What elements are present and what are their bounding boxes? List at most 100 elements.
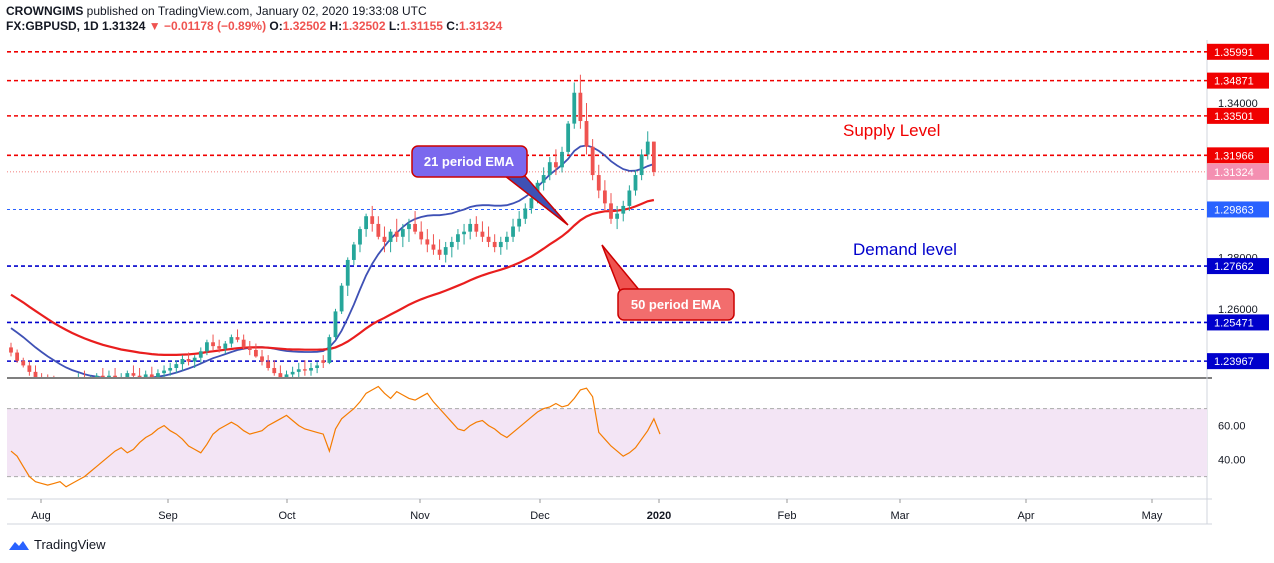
candle[interactable] <box>186 352 191 366</box>
candle[interactable] <box>156 369 160 382</box>
candle[interactable] <box>413 211 417 235</box>
candle[interactable] <box>333 308 338 340</box>
candle[interactable] <box>492 234 497 253</box>
candle[interactable] <box>9 342 13 357</box>
candle[interactable] <box>162 365 166 378</box>
candle[interactable] <box>590 139 595 181</box>
candle[interactable] <box>192 355 197 368</box>
candle[interactable] <box>651 141 656 177</box>
candle[interactable] <box>174 360 179 374</box>
candle[interactable] <box>149 366 154 380</box>
candle[interactable] <box>382 226 387 253</box>
candle[interactable] <box>633 169 638 196</box>
candle[interactable] <box>100 367 105 381</box>
candle[interactable] <box>584 103 589 155</box>
candle[interactable] <box>27 361 32 376</box>
price-plot-area[interactable] <box>7 51 1207 394</box>
candle[interactable] <box>602 180 607 212</box>
candle[interactable] <box>247 340 252 356</box>
candle[interactable] <box>419 221 424 245</box>
candle[interactable] <box>358 226 362 253</box>
level-price-label[interactable]: 1.33501 <box>1207 107 1269 124</box>
candle[interactable] <box>211 334 215 350</box>
level-price-label[interactable]: 1.29863 <box>1207 201 1269 218</box>
candle[interactable] <box>517 211 522 232</box>
candle[interactable] <box>394 218 399 242</box>
candle[interactable] <box>290 366 295 381</box>
candle[interactable] <box>645 131 650 160</box>
level-price-label[interactable]: 1.34871 <box>1207 72 1269 89</box>
candle[interactable] <box>541 167 546 191</box>
candle[interactable] <box>486 226 491 248</box>
candle[interactable] <box>505 231 509 250</box>
ema50-callout[interactable]: 50 period EMA <box>601 244 735 321</box>
candle[interactable] <box>480 221 485 242</box>
ema21-callout[interactable]: 21 period EMA <box>411 145 569 226</box>
candle[interactable] <box>266 355 271 371</box>
candle[interactable] <box>33 365 38 380</box>
candle[interactable] <box>254 343 258 358</box>
candle[interactable] <box>46 374 50 386</box>
candle[interactable] <box>572 82 577 129</box>
candle[interactable] <box>241 334 246 350</box>
candle[interactable] <box>198 347 203 363</box>
rsi-plot-area[interactable] <box>7 385 1207 488</box>
candle[interactable] <box>223 340 228 354</box>
level-price-label[interactable]: 1.23967 <box>1207 353 1269 370</box>
candle[interactable] <box>168 362 173 376</box>
candle[interactable] <box>180 355 185 371</box>
candle[interactable] <box>113 367 117 381</box>
candle[interactable] <box>217 339 222 353</box>
candle[interactable] <box>437 239 442 260</box>
candle[interactable] <box>296 362 301 378</box>
candle[interactable] <box>621 200 626 222</box>
candle[interactable] <box>400 223 405 248</box>
candle[interactable] <box>578 74 583 129</box>
candle[interactable] <box>345 257 350 296</box>
candle[interactable] <box>554 149 558 176</box>
candle[interactable] <box>351 241 356 266</box>
candle[interactable] <box>566 121 571 155</box>
candle[interactable] <box>94 373 99 386</box>
candle[interactable] <box>107 370 111 384</box>
candle[interactable] <box>229 334 234 348</box>
candle[interactable] <box>125 370 130 384</box>
candle[interactable] <box>388 229 393 253</box>
candle[interactable] <box>443 241 448 263</box>
symbol-label[interactable]: FX:GBPUSD, 1D <box>6 19 99 33</box>
candle[interactable] <box>407 218 411 242</box>
candle[interactable] <box>376 216 381 240</box>
tradingview-branding[interactable]: TradingView <box>8 537 106 552</box>
level-price-label[interactable]: 1.25471 <box>1207 314 1269 331</box>
candle[interactable] <box>260 349 264 366</box>
candle[interactable] <box>498 236 503 255</box>
candle[interactable] <box>609 193 613 224</box>
candle[interactable] <box>547 157 552 181</box>
candle[interactable] <box>370 205 375 232</box>
candle[interactable] <box>315 361 320 374</box>
candle[interactable] <box>21 357 26 368</box>
candle[interactable] <box>131 365 136 378</box>
candle[interactable] <box>302 360 307 376</box>
candle[interactable] <box>205 339 209 356</box>
candle[interactable] <box>76 373 80 386</box>
candle[interactable] <box>523 203 528 224</box>
candle[interactable] <box>474 216 479 237</box>
rsi-line[interactable] <box>10 385 661 488</box>
candle[interactable] <box>627 185 632 212</box>
candle[interactable] <box>321 355 326 368</box>
candle[interactable] <box>58 378 62 391</box>
candle[interactable] <box>431 234 436 255</box>
candle[interactable] <box>119 373 123 386</box>
level-price-label[interactable]: 1.31966 <box>1207 147 1269 164</box>
candle[interactable] <box>468 218 473 240</box>
ema-line[interactable] <box>10 198 655 356</box>
level-price-label[interactable]: 1.35991 <box>1207 43 1269 60</box>
candle[interactable] <box>235 329 240 343</box>
candle[interactable] <box>560 146 564 173</box>
candle[interactable] <box>15 349 20 363</box>
candle[interactable] <box>615 205 620 230</box>
candle[interactable] <box>70 378 74 391</box>
candle[interactable] <box>137 367 142 381</box>
